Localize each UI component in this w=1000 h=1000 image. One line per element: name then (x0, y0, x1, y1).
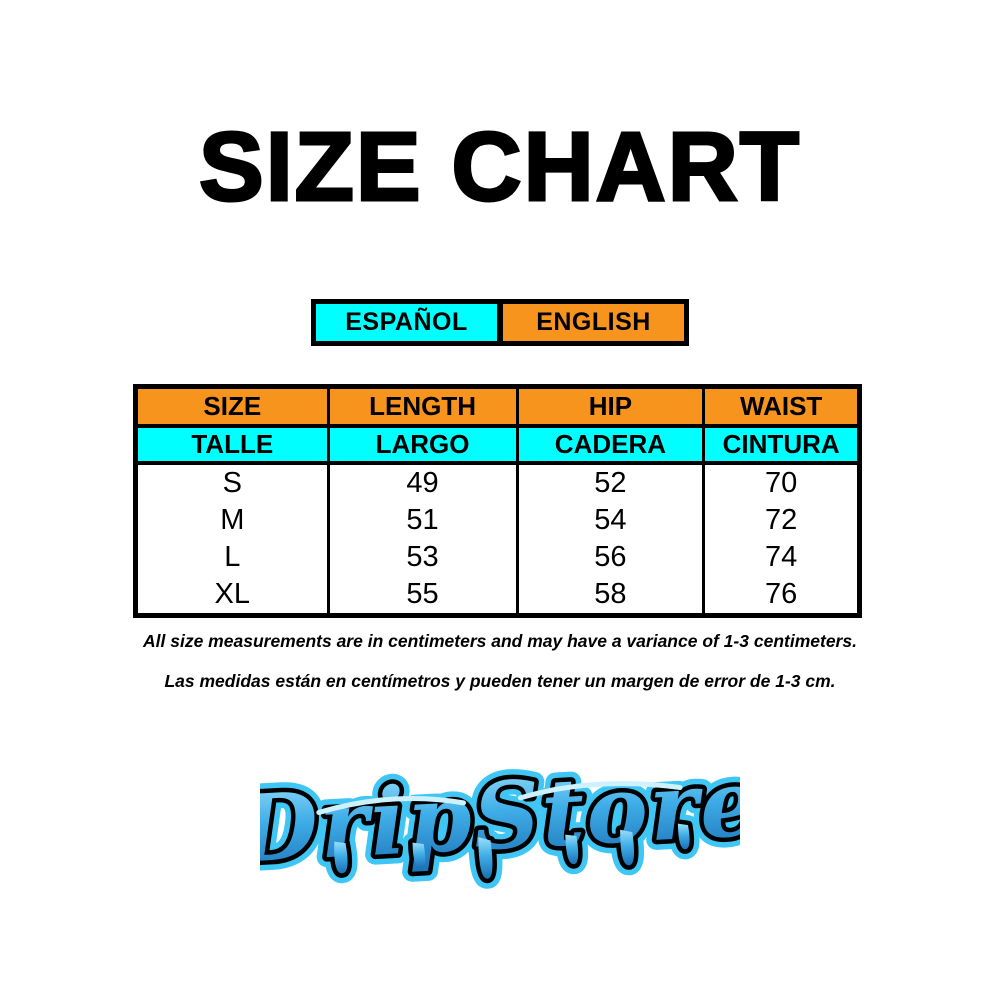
page-title: SIZE CHART (198, 112, 801, 221)
tab-espanol-label: ESPAÑOL (345, 308, 468, 336)
waist-cell: 70 (702, 463, 861, 502)
tab-english-label: ENGLISH (536, 308, 651, 336)
table-row-m: M 51 54 72 (134, 502, 861, 539)
column-header-size: SIZE (134, 386, 330, 428)
length-cell: 53 (326, 539, 519, 576)
logo-layers (260, 748, 740, 891)
table-row-l: L 53 56 74 (134, 539, 861, 576)
column-header-length: LENGTH (326, 386, 519, 428)
dripstore-logo-svg: DripStore (260, 745, 740, 915)
hip-cell: 54 (515, 502, 706, 539)
waist-cell: 74 (702, 539, 861, 576)
size-cell: M (134, 502, 330, 539)
size-cell: XL (134, 576, 330, 616)
size-cell: L (134, 539, 330, 576)
language-tabs: ESPAÑOL ENGLISH (311, 299, 689, 346)
note-spanish: Las medidas están en centímetros y puede… (164, 671, 836, 691)
tab-english[interactable]: ENGLISH (503, 304, 684, 341)
dripstore-logo: DripStore (260, 745, 740, 915)
table-row-xl: XL 55 58 76 (134, 576, 861, 616)
column-header-largo: LARGO (326, 426, 519, 465)
column-header-cadera: CADERA (515, 426, 706, 465)
table-header-spanish: TALLE LARGO CADERA CINTURA (134, 426, 861, 465)
column-header-waist: WAIST (702, 386, 861, 428)
hip-cell: 58 (515, 576, 706, 616)
size-cell: S (134, 463, 330, 502)
length-cell: 49 (326, 463, 519, 502)
logo-highlight (316, 795, 467, 815)
hip-cell: 52 (515, 463, 706, 502)
tab-espanol[interactable]: ESPAÑOL (316, 304, 503, 341)
table-row-s: S 49 52 70 (134, 463, 861, 502)
logo-highlight (517, 781, 683, 801)
length-cell: 51 (326, 502, 519, 539)
length-cell: 55 (326, 576, 519, 616)
note-english: All size measurements are in centimeters… (143, 631, 857, 651)
column-header-hip: HIP (515, 386, 706, 428)
size-table: SIZE LENGTH HIP WAIST TALLE LARGO CADERA… (133, 384, 862, 618)
hip-cell: 56 (515, 539, 706, 576)
column-header-talle: TALLE (134, 426, 330, 465)
waist-cell: 76 (702, 576, 861, 616)
waist-cell: 72 (702, 502, 861, 539)
column-header-cintura: CINTURA (702, 426, 861, 465)
table-header-english: SIZE LENGTH HIP WAIST (134, 386, 861, 428)
